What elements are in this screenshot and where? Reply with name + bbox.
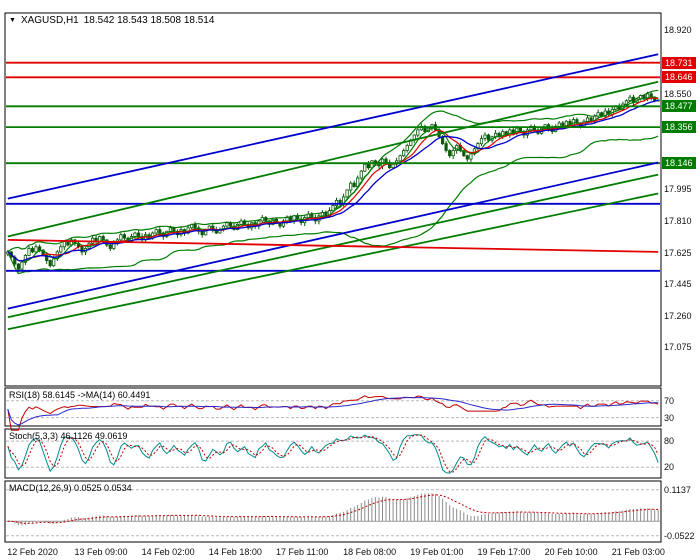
stoch-axis-tick: 20 xyxy=(664,462,675,473)
price-axis-tick: 17.995 xyxy=(664,184,692,195)
price-axis-tick: 17.260 xyxy=(664,310,692,321)
macd-axis-tick: 0.1137 xyxy=(664,484,691,495)
stoch-signal-line xyxy=(7,434,659,473)
date-axis-label: 12 Feb 2020 xyxy=(7,547,58,557)
level-price-label: 18.477 xyxy=(662,100,696,113)
chart-legend: ▼ XAGUSD,H1 18.542 18.543 18.508 18.514 xyxy=(9,15,214,26)
date-axis-label: 17 Feb 11:00 xyxy=(275,547,329,557)
trend-line[interactable] xyxy=(7,53,659,200)
panel-border xyxy=(4,12,662,387)
legend-symbol: XAGUSD,H1 xyxy=(20,15,79,26)
date-axis-label: 21 Feb 03:00 xyxy=(611,547,665,557)
trend-line[interactable] xyxy=(7,192,659,331)
macd-axis-tick: -0.0522 xyxy=(664,530,695,541)
stoch-main-line xyxy=(7,434,659,474)
trend-line[interactable] xyxy=(7,80,659,238)
symbol-dropdown-icon[interactable]: ▼ xyxy=(9,16,16,24)
level-price-label: 18.731 xyxy=(662,56,696,69)
lower-band-line xyxy=(7,135,659,275)
date-axis-label: 19 Feb 17:00 xyxy=(477,547,531,557)
date-axis-label: 18 Feb 08:00 xyxy=(343,547,397,557)
price-panel xyxy=(6,53,660,331)
date-axis-label: 20 Feb 10:00 xyxy=(544,547,598,557)
panel-border xyxy=(4,428,662,479)
date-axis-label: 19 Feb 01:00 xyxy=(410,547,464,557)
price-axis-tick: 17.625 xyxy=(664,247,692,258)
rsi-ma-line xyxy=(7,396,659,426)
macd-signal-line xyxy=(7,494,659,524)
trend-line[interactable] xyxy=(7,161,659,310)
price-axis-tick: 18.920 xyxy=(664,25,692,36)
date-axis-label: 14 Feb 18:00 xyxy=(208,547,262,557)
ma-slow-line xyxy=(7,99,659,262)
price-axis-tick: 17.445 xyxy=(664,278,692,289)
legend-ohlc: 18.542 18.543 18.508 18.514 xyxy=(83,15,215,26)
price-axis-tick: 17.075 xyxy=(664,342,692,353)
rsi-axis-tick: 70 xyxy=(664,395,675,406)
rsi-axis-tick: 30 xyxy=(664,412,675,423)
price-axis-tick: 18.550 xyxy=(664,88,692,99)
stoch-axis-tick: 80 xyxy=(664,436,675,447)
level-price-label: 18.646 xyxy=(662,71,696,84)
date-axis-label: 14 Feb 02:00 xyxy=(141,547,195,557)
rsi-line xyxy=(7,395,659,431)
trend-line[interactable] xyxy=(7,239,659,253)
panel-border xyxy=(4,480,662,543)
level-price-label: 18.146 xyxy=(662,157,696,170)
rsi-indicator-label: RSI(18) 58.6145 ->MA(14) 60.4491 xyxy=(9,390,151,400)
macd-indicator-label: MACD(12,26,9) 0.0525 0.0534 xyxy=(9,483,132,493)
level-price-label: 18.356 xyxy=(662,121,696,134)
date-axis-label: 13 Feb 09:00 xyxy=(74,547,128,557)
price-axis-tick: 17.810 xyxy=(664,215,692,226)
stoch-indicator-label: Stoch(5,3,3) 46.1126 49.0619 xyxy=(9,431,128,441)
